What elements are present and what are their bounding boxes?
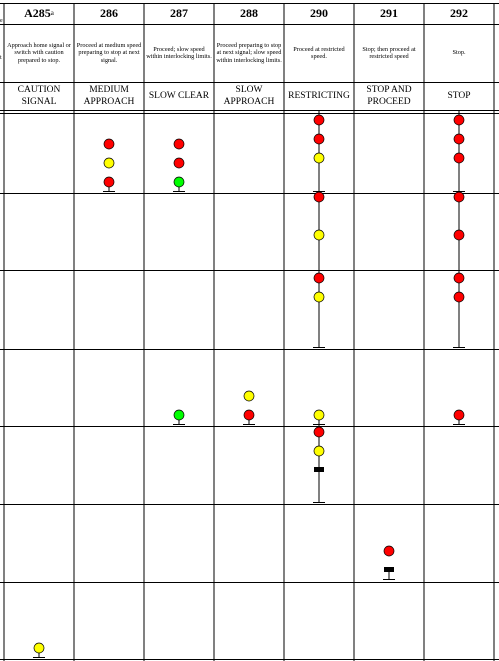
- red-lamp: [453, 291, 465, 303]
- signal-aspect: [313, 111, 325, 192]
- red-lamp: [313, 272, 325, 284]
- rule-number-text: 290: [310, 6, 328, 20]
- indication-text: Stop.: [452, 49, 466, 57]
- rule-number: 286: [74, 3, 144, 24]
- signal-aspect: [173, 138, 185, 192]
- red-lamp: [313, 114, 325, 126]
- aspect-name: SLOW CLEAR: [148, 91, 210, 101]
- rule-number-text: 292: [450, 6, 468, 20]
- yellow-lamp: [313, 229, 325, 241]
- indication-text: Stop; then proceed at restricted speed: [362, 45, 416, 60]
- cut-off-text-fragment: t: [0, 55, 2, 61]
- yellow-lamp: [103, 157, 115, 169]
- indication-text: Approach home signal or switch with caut…: [7, 42, 71, 64]
- red-lamp: [313, 191, 325, 203]
- green-lamp: [173, 176, 185, 188]
- cut-off-text-fragment: e: [0, 18, 3, 24]
- signal-aspect: [313, 188, 325, 271]
- yellow-lamp: [313, 445, 325, 457]
- yellow-lamp: [313, 409, 325, 421]
- signal-aspect: [243, 390, 255, 425]
- red-lamp: [453, 152, 465, 164]
- aspect-name: RESTRICTING: [288, 91, 350, 101]
- red-lamp: [383, 545, 395, 557]
- red-lamp: [103, 176, 115, 188]
- red-lamp: [453, 272, 465, 284]
- red-lamp: [313, 133, 325, 145]
- rule-number-text: 291: [380, 6, 398, 20]
- red-lamp: [173, 157, 185, 169]
- aspect-name: SLOW APPROACH: [223, 85, 275, 107]
- red-lamp: [453, 114, 465, 126]
- signal-aspect: [383, 545, 395, 580]
- rule-number: 288: [214, 3, 284, 24]
- rule-number-text: 287: [170, 6, 188, 20]
- red-lamp: [453, 409, 465, 421]
- red-lamp: [243, 409, 255, 421]
- indication-text: Proceed at medium speed preparing to sto…: [76, 42, 142, 64]
- signal-aspect: [453, 111, 465, 192]
- signal-aspect: [453, 409, 465, 425]
- rule-number-text: 286: [100, 6, 118, 20]
- rule-number: 291: [354, 3, 424, 24]
- red-lamp: [173, 138, 185, 150]
- aspect-name: STOP AND PROCEED: [366, 85, 412, 107]
- signal-aspect: [313, 269, 325, 348]
- rule-number: 287: [144, 3, 214, 24]
- marker-plate: [384, 567, 394, 572]
- aspect-name: MEDIUM APPROACH: [83, 85, 135, 107]
- red-lamp: [453, 133, 465, 145]
- signal-aspect: [313, 423, 325, 503]
- aspect-name: CAUTION SIGNAL: [17, 85, 61, 107]
- yellow-lamp: [313, 152, 325, 164]
- signal-aspect: [173, 409, 185, 425]
- signal-aspect: [33, 642, 45, 658]
- red-lamp: [313, 426, 325, 438]
- red-lamp: [453, 229, 465, 241]
- rule-number-text: A285: [24, 6, 51, 20]
- signal-aspect: [453, 188, 465, 271]
- rule-number: A285 a: [4, 3, 74, 24]
- yellow-lamp: [313, 291, 325, 303]
- red-lamp: [453, 191, 465, 203]
- marker-plate: [314, 467, 324, 472]
- footnote-marker: a: [50, 8, 54, 17]
- signal-aspect: [453, 269, 465, 348]
- signal-aspect: [103, 138, 115, 192]
- yellow-lamp: [243, 390, 255, 402]
- rule-number: 292: [424, 3, 494, 24]
- indication-text: Proceed; slow speed within interlocking …: [146, 45, 212, 60]
- green-lamp: [173, 409, 185, 421]
- rule-number: 290: [284, 3, 354, 24]
- aspect-name: STOP: [447, 91, 471, 101]
- signal-aspect: [313, 409, 325, 425]
- red-lamp: [103, 138, 115, 150]
- indication-text: Proceed preparing to stop at next signal…: [216, 42, 282, 64]
- rule-number-text: 288: [240, 6, 258, 20]
- indication-text: Proceed at restricted speed.: [293, 45, 345, 60]
- yellow-lamp: [33, 642, 45, 654]
